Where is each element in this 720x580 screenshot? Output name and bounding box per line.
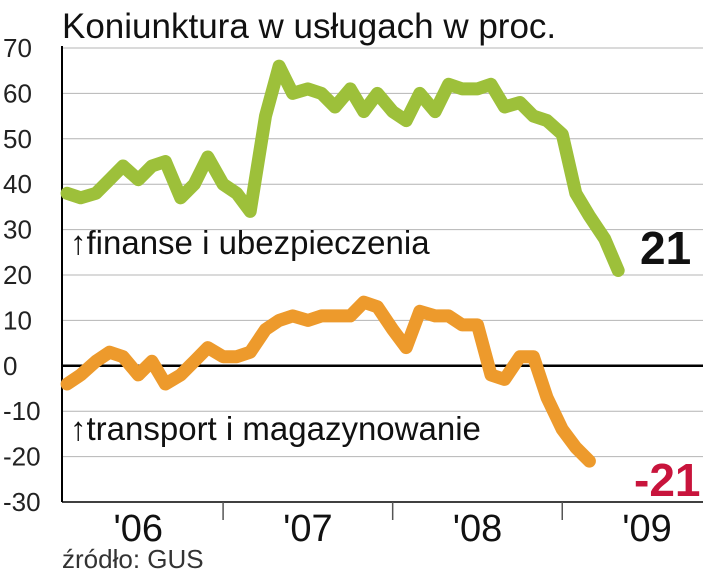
- y-tick-label: 60: [3, 78, 32, 108]
- y-axis-ticks: 70 60 50 40 30 20 10 0 -10 -20 -30: [3, 33, 41, 517]
- series-line-1: [60, 295, 596, 468]
- end-value-label-1: -21: [634, 454, 700, 506]
- series-line-0: [60, 59, 625, 277]
- y-tick-label: -10: [3, 396, 41, 426]
- series-layer: [60, 59, 625, 468]
- y-tick-label: 70: [3, 33, 32, 63]
- x-tick-label: '08: [453, 508, 503, 550]
- label-layer: ↑finanse i ubezpieczenia 21 ↑transport i m…: [70, 222, 700, 506]
- y-tick-label: -30: [3, 487, 41, 517]
- source-note: źródło: GUS: [62, 544, 204, 574]
- series-label-0: ↑finanse i ubezpieczenia: [70, 224, 430, 261]
- chart-title: Koniunktura w usługach w proc.: [62, 7, 556, 46]
- x-axis: '06 '07 '08 '09: [62, 501, 703, 550]
- y-tick-label: 20: [3, 260, 32, 290]
- y-tick-label: 10: [3, 305, 32, 335]
- y-tick-label: 40: [3, 169, 32, 199]
- end-value-label-0: 21: [640, 222, 691, 274]
- y-tick-label: 50: [3, 124, 32, 154]
- x-tick-label: '06: [114, 508, 164, 550]
- y-tick-label: 0: [3, 351, 17, 381]
- y-tick-label: -20: [3, 442, 41, 472]
- x-tick-label: '09: [622, 508, 672, 550]
- y-tick-label: 30: [3, 215, 32, 245]
- x-tick-label: '07: [283, 508, 333, 550]
- series-label-1: ↑transport i magazynowanie: [70, 410, 481, 447]
